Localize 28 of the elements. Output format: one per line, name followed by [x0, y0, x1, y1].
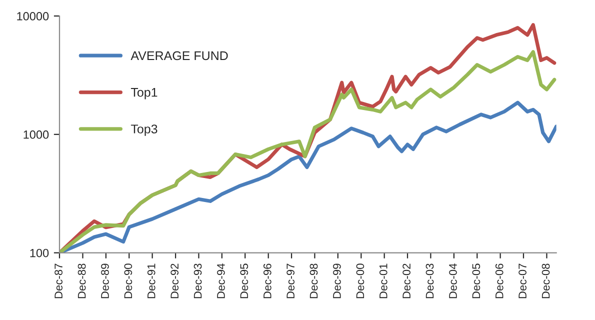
x-tick-label: Dec-91	[147, 264, 156, 298]
legend-label: Top3	[130, 124, 158, 136]
x-tick-label: Dec-02	[402, 264, 410, 298]
x-tick-label: Dec-92	[170, 264, 179, 298]
x-tick-label: Dec-08	[542, 264, 550, 298]
x-tick-label: Dec-93	[194, 264, 202, 298]
x-tick-label: Dec-07	[518, 264, 526, 298]
x-tick-label: Dec-98	[310, 264, 318, 298]
x-tick-label: Dec-95	[240, 264, 248, 298]
x-tick-label: Dec-90	[124, 264, 132, 298]
x-tick-label: Dec-97	[286, 264, 295, 298]
x-tick-label: Dec-03	[426, 264, 434, 298]
x-tick-label: Dec-01	[379, 264, 388, 298]
x-tick-label: Dec-89	[101, 264, 109, 298]
x-tick-label: Dec-94	[217, 264, 225, 298]
y-tick-label: 1000	[24, 130, 49, 139]
x-tick-label: Dec-96	[263, 264, 272, 298]
x-tick-label: Dec-04	[449, 264, 457, 298]
y-tick-label: 10000	[17, 12, 49, 20]
y-tick-label: 100	[30, 248, 49, 258]
x-tick-label: Dec-05	[472, 264, 480, 298]
legend-label: AVERAGE FUND	[130, 51, 228, 60]
x-tick-label: Dec-99	[333, 264, 341, 298]
x-tick-label: Dec-06	[495, 264, 504, 298]
x-tick-label: Dec-88	[78, 264, 86, 298]
x-tick-label: Dec-87	[54, 264, 62, 298]
legend-label: Top1	[130, 88, 158, 100]
x-tick-label: Dec-00	[356, 264, 364, 298]
